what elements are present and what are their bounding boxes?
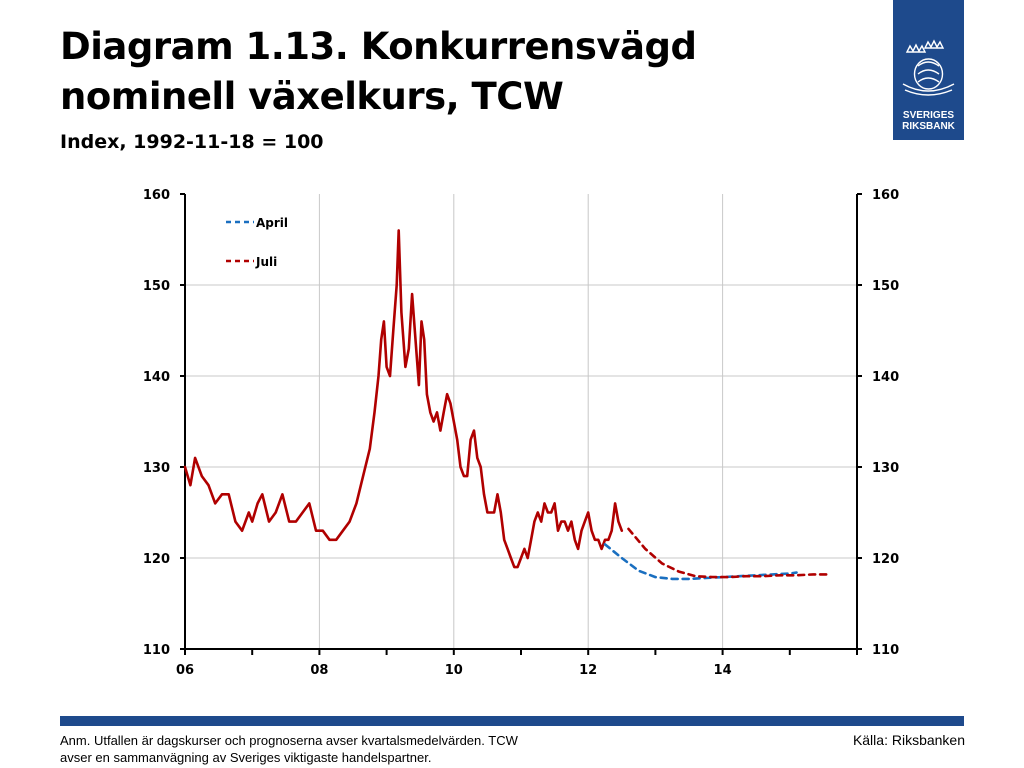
footnote-line-2: avser en sammanvägning av Sveriges vikti…: [60, 750, 432, 765]
source-label: Källa: Riksbanken: [852, 732, 965, 748]
crown-emblem-icon: [902, 39, 955, 96]
riksbank-logo: SVERIGES RIKSBANK: [893, 0, 964, 140]
footnote-line-1: Anm. Utfallen är dagskurser och prognose…: [60, 733, 518, 748]
left-y-tick-label: 150: [143, 279, 170, 294]
left-y-tick-label: 160: [143, 188, 170, 203]
x-tick-label: 12: [579, 663, 597, 678]
legend-label-juli: Juli: [255, 255, 277, 269]
chart-subtitle: Index, 1992-11-18 = 100: [60, 131, 324, 153]
right-y-tick-label: 140: [872, 370, 899, 385]
right-y-tick-label: 110: [872, 643, 899, 658]
logo-text-line-2: RIKSBANK: [902, 121, 955, 132]
title-line-2: nominell växelkurs, TCW: [60, 75, 564, 118]
title-line-1: Diagram 1.13. Konkurrensvägd: [60, 25, 697, 68]
left-y-tick-label: 130: [143, 461, 170, 476]
x-tick-label: 06: [176, 663, 194, 678]
x-tick-label: 08: [310, 663, 328, 678]
exchange-rate-chart: 110 110 120 120 130 130 140 140 150 150 160 160 06 08…: [143, 188, 899, 678]
right-y-tick-label: 150: [872, 279, 899, 294]
footer-bar: [60, 716, 964, 726]
chart-title: Diagram 1.13. Konkurrensvägd nominell vä…: [60, 22, 860, 122]
right-y-tick-label: 130: [872, 461, 899, 476]
x-tick-label: 10: [445, 663, 463, 678]
footnote: Anm. Utfallen är dagskurser och prognose…: [60, 732, 620, 766]
logo-text-line-1: SVERIGES: [902, 110, 955, 121]
actual-series-line: [183, 229, 624, 569]
left-y-tick-label: 110: [143, 643, 170, 658]
x-tick-label: 14: [714, 663, 732, 678]
right-y-tick-label: 120: [872, 552, 899, 567]
right-y-tick-label: 160: [872, 188, 899, 203]
juli-forecast-line: [627, 527, 832, 579]
left-y-tick-label: 120: [143, 552, 170, 567]
left-y-tick-label: 140: [143, 370, 170, 385]
legend-label-april: April: [256, 216, 288, 230]
april-forecast-line: [603, 543, 798, 581]
